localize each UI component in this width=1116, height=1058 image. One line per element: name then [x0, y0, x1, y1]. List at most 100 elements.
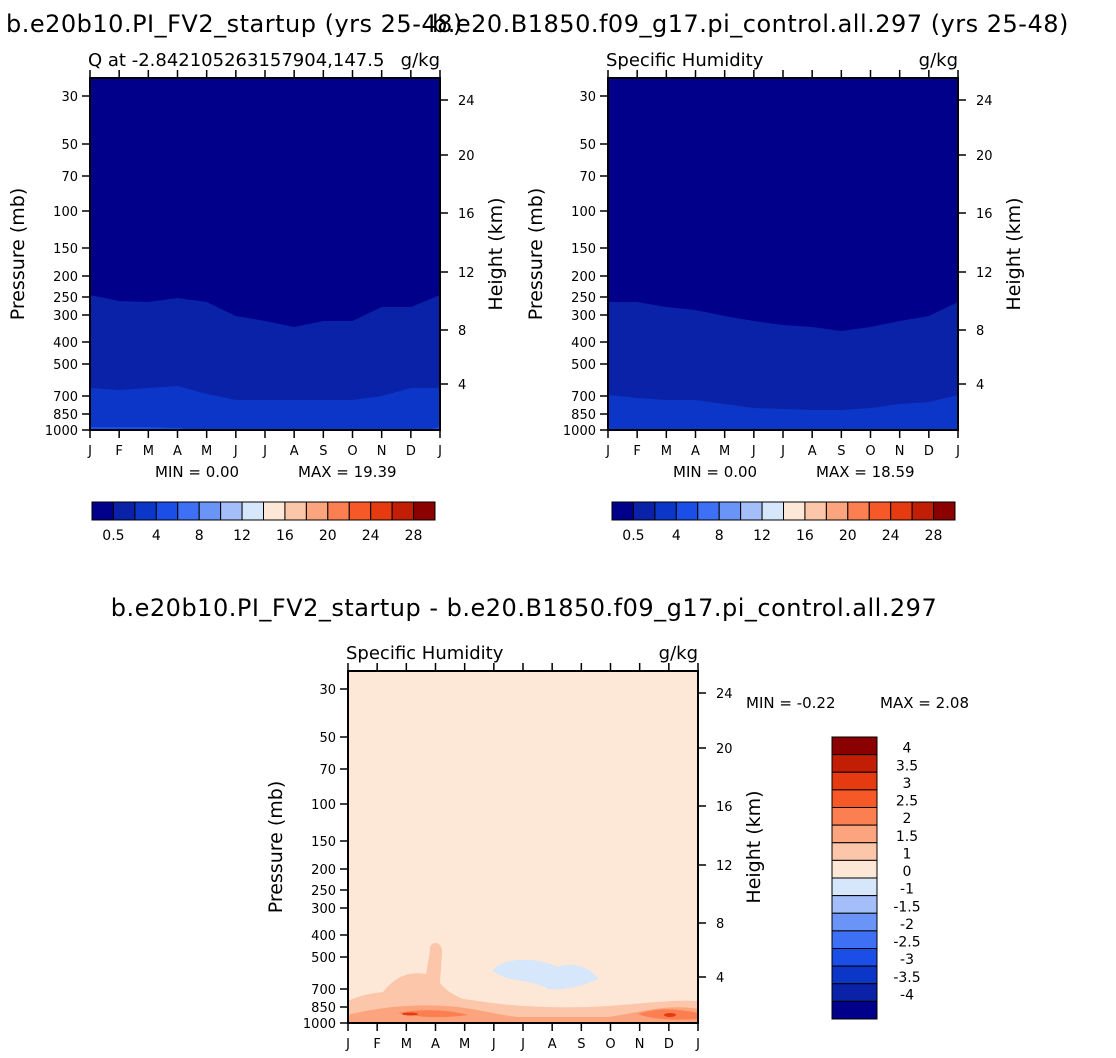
colorbar-label: 4	[903, 741, 912, 757]
y-right-tick-label: 4	[716, 971, 724, 986]
colorbar-label: 24	[362, 528, 380, 544]
colorbar-label: 3.5	[896, 758, 918, 774]
contour-band	[493, 959, 598, 990]
y-tick-label: 200	[571, 270, 596, 285]
colorbar-label: 12	[753, 528, 771, 544]
y-tick-label: 850	[571, 408, 596, 423]
contour-band	[608, 395, 958, 430]
y-tick-label: 100	[311, 798, 336, 813]
contour-band	[402, 1012, 418, 1016]
y-tick-label: 500	[53, 358, 78, 373]
y-tick-label: 50	[579, 138, 596, 153]
y-tick-label: 30	[61, 90, 78, 105]
colorbar-swatch	[155, 501, 179, 521]
y-right-tick-label: 20	[458, 149, 475, 164]
colorbar-label: 2	[903, 811, 912, 827]
panel-left-label: Specific Humidity	[346, 643, 504, 664]
y-right-tick-label: 12	[976, 266, 993, 281]
x-tick-label: J	[345, 1037, 350, 1052]
colorbar-swatch	[241, 501, 264, 521]
y-tick-label: 700	[311, 983, 336, 998]
colorbar-swatch	[804, 501, 827, 521]
colorbar-label: 0.5	[102, 528, 124, 544]
x-tick-label: M	[201, 444, 212, 459]
colorbar-swatch	[831, 824, 878, 844]
colorbar-swatch	[890, 501, 913, 521]
y-tick-label: 30	[319, 683, 336, 698]
x-tick-label: S	[577, 1037, 585, 1052]
contour-band	[664, 1013, 676, 1017]
colorbar-swatch	[134, 501, 157, 521]
colorbar-swatch	[112, 501, 136, 521]
colorbar-swatch	[327, 501, 350, 521]
x-tick-label: J	[751, 444, 756, 459]
y-right-tick-label: 12	[458, 266, 475, 281]
y-right-tick-label: 8	[716, 917, 724, 932]
y-tick-label: 50	[319, 731, 336, 746]
x-tick-label: O	[865, 444, 875, 459]
y-tick-label: 1000	[563, 424, 596, 439]
colorbar-swatch	[284, 501, 307, 521]
y-tick-label: 300	[53, 309, 78, 324]
figure-title-difference: b.e20b10.PI_FV2_startup - b.e20.B1850.f0…	[111, 594, 937, 622]
y-tick-label: 700	[571, 390, 596, 405]
contour-field-1	[608, 78, 958, 430]
colorbar-swatch	[697, 501, 720, 521]
x-tick-label: M	[459, 1037, 470, 1052]
y-tick-label: 150	[571, 242, 596, 257]
x-tick-label: M	[143, 444, 154, 459]
y-right-tick-label: 20	[716, 742, 733, 757]
y-right-tick-label: 16	[716, 800, 733, 815]
colorbar-label: -2.5	[893, 935, 920, 951]
colorbar-swatch	[783, 501, 806, 521]
x-tick-label: N	[377, 444, 387, 459]
colorbar-swatch	[825, 501, 849, 521]
panel-left-label: Q at -2.842105263157904,147.5	[88, 50, 384, 71]
colorbar-swatch	[263, 501, 286, 521]
colorbar-label: 1	[903, 846, 912, 862]
y-right-tick-label: 4	[976, 378, 984, 393]
max-label: MAX = 18.59	[816, 463, 915, 481]
x-tick-label: D	[664, 1037, 674, 1052]
x-tick-label: M	[661, 444, 672, 459]
y-axis-label: Pressure (mb)	[265, 781, 287, 914]
contour-field-2	[348, 671, 698, 1023]
colorbar-label: 28	[405, 528, 423, 544]
y-tick-label: 200	[311, 863, 336, 878]
colorbar-swatch	[831, 877, 878, 897]
colorbar-label: 8	[195, 528, 204, 544]
colorbar-swatch	[847, 501, 870, 521]
y-right-tick-label: 24	[716, 687, 733, 702]
y-tick-label: 250	[571, 291, 596, 306]
colorbar-swatch	[831, 1000, 878, 1020]
x-tick-label: F	[373, 1037, 380, 1052]
y-tick-label: 100	[571, 205, 596, 220]
x-tick-label: S	[837, 444, 845, 459]
colorbar-swatch	[831, 983, 878, 1002]
y-tick-label: 150	[53, 242, 78, 257]
x-tick-label: J	[605, 444, 610, 459]
colorbar-swatch	[348, 501, 372, 521]
colorbar-swatch	[831, 895, 878, 914]
x-tick-label: M	[719, 444, 730, 459]
contour-band	[608, 302, 958, 430]
y-right-axis-label: Height (km)	[1003, 197, 1025, 310]
colorbar-label: 16	[276, 528, 294, 544]
colorbar-swatch	[831, 965, 878, 985]
x-tick-label: S	[319, 444, 327, 459]
y-tick-label: 200	[53, 270, 78, 285]
x-tick-label: N	[895, 444, 905, 459]
colorbar-label: 8	[715, 528, 724, 544]
y-tick-label: 1000	[45, 424, 78, 439]
colorbar-label: 2.5	[896, 794, 918, 810]
figure-title-left: b.e20b10.PI_FV2_startup (yrs 25-48)	[6, 10, 463, 38]
colorbar-swatch	[831, 912, 878, 932]
y-tick-label: 700	[53, 390, 78, 405]
y-axis-label: Pressure (mb)	[525, 188, 547, 321]
colorbar-swatch	[632, 501, 656, 521]
x-tick-label: J	[520, 1037, 525, 1052]
colorbar-swatch	[831, 771, 878, 791]
colorbar-swatch	[831, 789, 878, 808]
y-right-axis-label: Height (km)	[485, 197, 507, 310]
min-label: MIN = -0.22	[746, 694, 836, 712]
